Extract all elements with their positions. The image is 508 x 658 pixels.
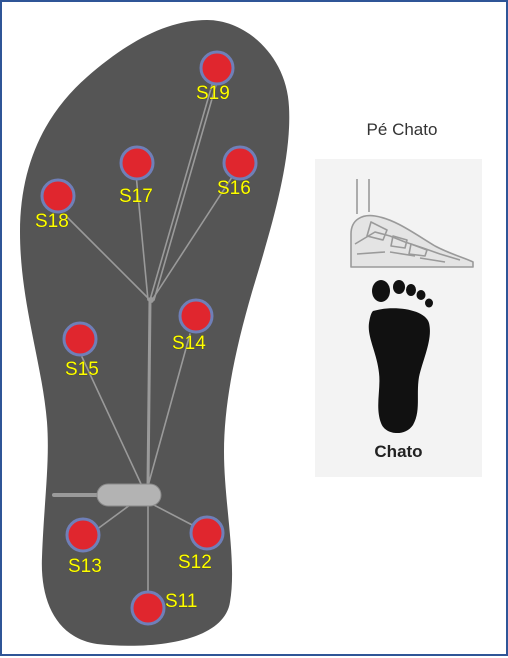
trunk-wire xyxy=(146,298,152,488)
sensor-s14-label: S14 xyxy=(172,333,206,354)
flat-footprint-icon xyxy=(368,280,433,434)
sensor-s15-pad[interactable] xyxy=(62,321,98,357)
wiring xyxy=(52,77,235,598)
sensor-s16-pad[interactable] xyxy=(222,145,258,181)
sensor-s12-pad[interactable] xyxy=(189,515,225,551)
sensor-s13-label: S13 xyxy=(68,556,102,577)
flat-foot-title: Pé Chato xyxy=(366,120,438,139)
sensor-s17-pad[interactable] xyxy=(119,145,155,181)
sensor-s11-label: S11 xyxy=(165,591,197,612)
sensor-s18-pad[interactable] xyxy=(40,178,76,214)
sensor-s18-label: S18 xyxy=(35,211,69,232)
flat-foot-skeleton-icon xyxy=(350,179,474,268)
sensor-s17[interactable]: S17 xyxy=(119,145,155,207)
sensor-s14[interactable]: S14 xyxy=(172,298,214,354)
connector-hub xyxy=(96,483,162,507)
sensor-s17-label: S17 xyxy=(119,186,153,207)
wire-s12 xyxy=(151,503,199,529)
sensor-s19-pad[interactable] xyxy=(199,50,235,86)
wire-s15 xyxy=(81,356,143,487)
sensor-s19-label: S19 xyxy=(196,83,230,104)
wire-s16 xyxy=(151,173,235,301)
sensor-s15-label: S15 xyxy=(65,359,99,380)
flat-foot-caption: Chato xyxy=(374,442,423,461)
sensor-s19[interactable]: S19 xyxy=(196,50,235,104)
sensor-s14-pad[interactable] xyxy=(178,298,214,334)
sensor-s12[interactable]: S12 xyxy=(178,515,225,573)
flat-foot-panel: Chato xyxy=(315,159,482,477)
sensor-s15[interactable]: S15 xyxy=(62,321,99,380)
sensor-s16[interactable]: S16 xyxy=(217,145,258,199)
sensor-s16-label: S16 xyxy=(217,178,251,199)
insole-shape xyxy=(20,20,290,646)
wire-s18 xyxy=(65,215,149,299)
sensor-s12-label: S12 xyxy=(178,552,212,573)
wire-s14 xyxy=(147,333,191,487)
wire-s17 xyxy=(135,173,149,301)
wire-s19b xyxy=(153,77,219,301)
wire-junction xyxy=(148,297,154,303)
sensor-s11-pad[interactable] xyxy=(130,590,166,626)
sensor-s18[interactable]: S18 xyxy=(35,178,76,232)
wire-s13 xyxy=(95,501,135,531)
sensor-s11[interactable]: S11 xyxy=(130,590,198,626)
sensor-s13[interactable]: S13 xyxy=(65,517,102,577)
wire-s19 xyxy=(149,77,215,301)
sensor-s13-pad[interactable] xyxy=(65,517,101,553)
